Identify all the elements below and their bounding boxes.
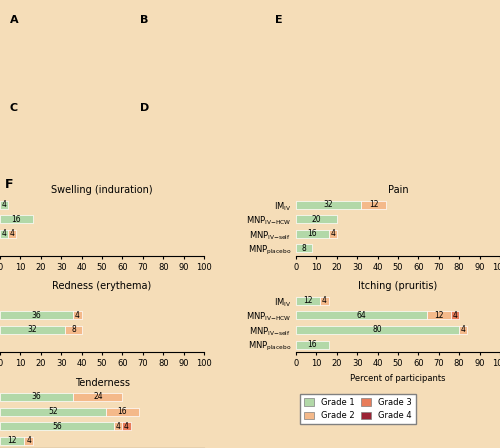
Text: 4: 4 — [75, 311, 80, 320]
Title: Redness (erythema): Redness (erythema) — [52, 281, 152, 291]
Bar — [122, 422, 130, 430]
Text: F: F — [5, 178, 14, 191]
Text: 4: 4 — [2, 229, 6, 238]
Title: Itching (pruritis): Itching (pruritis) — [358, 281, 438, 291]
Text: 4: 4 — [124, 422, 129, 431]
Bar — [459, 326, 468, 334]
Bar — [74, 393, 122, 401]
Text: 8: 8 — [71, 325, 76, 335]
Text: 52: 52 — [48, 407, 58, 416]
Bar — [74, 311, 82, 319]
Bar — [426, 311, 451, 319]
Text: C: C — [10, 103, 18, 113]
Legend: Grade 1, Grade 2, Grade 3, Grade 4: Grade 1, Grade 2, Grade 3, Grade 4 — [300, 394, 416, 424]
Bar — [0, 326, 66, 334]
Text: 4: 4 — [26, 436, 31, 445]
Text: 12: 12 — [434, 311, 444, 320]
Text: 36: 36 — [32, 311, 42, 320]
Text: 4: 4 — [461, 325, 466, 335]
Bar — [0, 393, 74, 401]
Bar — [296, 297, 320, 305]
Bar — [0, 437, 24, 445]
Text: 12: 12 — [304, 296, 313, 306]
Title: Tenderness: Tenderness — [74, 378, 130, 388]
Text: 32: 32 — [28, 325, 38, 335]
Text: 20: 20 — [312, 215, 321, 224]
Text: B: B — [140, 15, 148, 25]
Bar — [320, 297, 328, 305]
Bar — [296, 326, 459, 334]
Text: 4: 4 — [2, 200, 6, 209]
Text: 36: 36 — [32, 392, 42, 401]
Bar — [0, 201, 8, 209]
Title: Swelling (induration): Swelling (induration) — [51, 185, 153, 195]
Bar — [328, 230, 336, 238]
Bar — [8, 230, 16, 238]
Text: 4: 4 — [10, 229, 14, 238]
Text: 4: 4 — [322, 296, 327, 306]
Bar — [106, 408, 139, 416]
X-axis label: Percent of participants: Percent of participants — [350, 374, 446, 383]
Text: 4: 4 — [116, 422, 121, 431]
Text: 16: 16 — [12, 215, 21, 224]
Bar — [24, 437, 32, 445]
Bar — [296, 215, 337, 223]
Text: 12: 12 — [8, 436, 17, 445]
Bar — [296, 244, 312, 252]
Text: 12: 12 — [368, 200, 378, 209]
Bar — [0, 408, 106, 416]
Bar — [296, 201, 361, 209]
Text: 64: 64 — [356, 311, 366, 320]
Text: 4: 4 — [330, 229, 335, 238]
Bar — [296, 311, 426, 319]
Text: 24: 24 — [93, 392, 103, 401]
Text: 4: 4 — [452, 311, 458, 320]
Bar — [114, 422, 122, 430]
Bar — [0, 230, 8, 238]
Text: E: E — [275, 15, 282, 25]
Text: D: D — [140, 103, 149, 113]
Text: 8: 8 — [302, 244, 306, 253]
Text: 16: 16 — [308, 229, 317, 238]
Bar — [66, 326, 82, 334]
Bar — [0, 422, 114, 430]
Bar — [0, 311, 74, 319]
Text: 56: 56 — [52, 422, 62, 431]
Text: 80: 80 — [372, 325, 382, 335]
Bar — [0, 215, 32, 223]
Bar — [361, 201, 386, 209]
Title: Pain: Pain — [388, 185, 408, 195]
Bar — [296, 340, 328, 349]
Text: 16: 16 — [308, 340, 317, 349]
Bar — [296, 230, 328, 238]
Text: A: A — [10, 15, 18, 25]
Bar — [451, 311, 459, 319]
Text: 32: 32 — [324, 200, 334, 209]
Text: 16: 16 — [118, 407, 128, 416]
